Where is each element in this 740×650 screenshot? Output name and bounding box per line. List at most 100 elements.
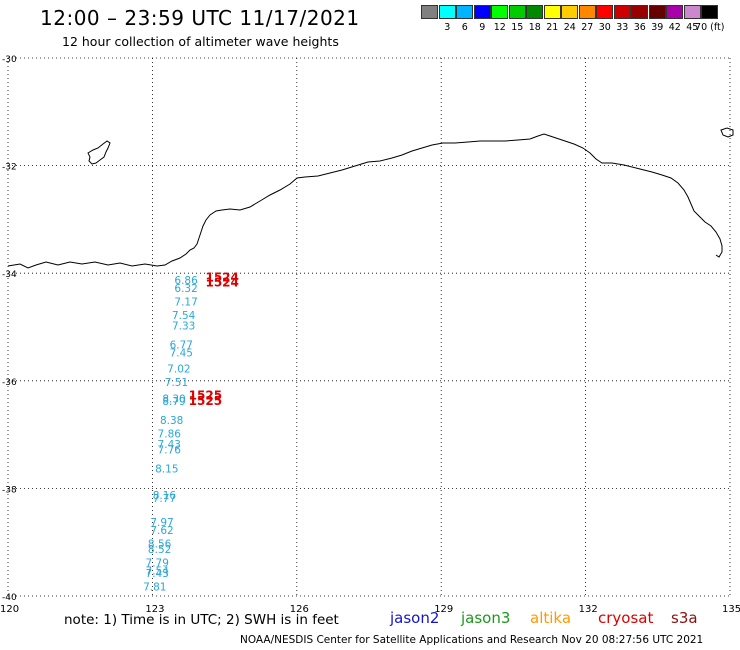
jason3-wave-height-label: 7.43 [146, 568, 169, 580]
color-scale-bin: 12 [491, 5, 509, 33]
color-swatch [473, 5, 491, 19]
jason3-wave-height-label: 7.33 [172, 321, 195, 333]
color-scale-label: 70 (ft) [695, 22, 725, 33]
jason3-wave-height-label: 7.76 [158, 444, 182, 456]
jason3-wave-height-label: 7.43 [158, 439, 181, 451]
color-scale-label: 42 [668, 22, 681, 33]
jason3-wave-height-label: 7.17 [174, 296, 197, 308]
color-scale-label: 27 [581, 22, 594, 33]
color-swatch [648, 5, 666, 19]
color-swatch [666, 5, 684, 19]
color-swatch [683, 5, 701, 19]
jason3-wave-height-label: 8.56 [148, 539, 172, 551]
longitude-tick-label: 120 [0, 604, 19, 615]
latitude-tick-label: -38 [2, 485, 17, 495]
longitude-tick-label: 126 [290, 604, 309, 615]
latitude-tick-label: -32 [2, 163, 17, 173]
jason3-wave-height-label: 7.81 [143, 582, 166, 594]
jason3-wave-height-label: 7.62 [150, 525, 173, 537]
cryosat-wave-height-label: 1525 [189, 394, 222, 408]
color-swatch [701, 5, 719, 19]
color-swatch [526, 5, 544, 19]
color-swatch [613, 5, 631, 19]
color-swatch [421, 5, 439, 19]
jason3-wave-height-label: 6.77 [170, 340, 193, 352]
color-scale-label: 9 [479, 22, 486, 33]
color-scale-label: 39 [651, 22, 664, 33]
wave-height-color-scale: 3 6 9 12 15 18 21 24 27 30 33 36 39 42 45 70 (ft) [421, 5, 724, 33]
longitude-tick-label: 123 [145, 604, 164, 615]
map-title: 12:00 – 23:59 UTC 11/17/2021 [40, 6, 360, 30]
coastline [7, 133, 723, 269]
credit-text: NOAA/NESDIS Center for Satellite Applica… [240, 634, 704, 646]
color-scale-bin: 21 [543, 5, 562, 33]
color-scale-label: 21 [546, 22, 559, 33]
latitude-tick-label: -34 [2, 270, 17, 280]
jason3-wave-height-label: 8.15 [155, 463, 178, 475]
cryosat-wave-height-label: 1524 [205, 270, 238, 284]
color-swatch [561, 5, 579, 19]
color-scale-bin: 42 [666, 5, 684, 33]
data-marks: 6.866.327.177.547.336.777.457.027.518.30… [143, 270, 239, 593]
longitude-tick-label: 129 [434, 604, 453, 615]
jason3-wave-height-label: 8.38 [160, 415, 183, 427]
color-swatch [456, 5, 474, 19]
legend-s3a: s3a [671, 609, 698, 627]
jason3-wave-height-label: 6.86 [174, 275, 198, 287]
jason3-wave-height-label: 8.16 [153, 490, 177, 502]
color-scale-label: 30 [598, 22, 611, 33]
color-scale-label: 3 [444, 22, 451, 33]
jason3-wave-height-label: 7.86 [158, 428, 182, 440]
color-scale-bin: 30 [596, 5, 614, 33]
map-subtitle: 12 hour collection of altimeter wave hei… [62, 34, 339, 49]
color-scale-bin: 18 [526, 5, 544, 33]
legend-altika: altika [530, 609, 572, 627]
color-scale-bin: 45 [683, 5, 702, 33]
color-scale-bin: 15 [508, 5, 527, 33]
color-scale-label: 12 [493, 22, 506, 33]
jason3-wave-height-label: 7.45 [170, 348, 193, 360]
color-swatch [596, 5, 614, 19]
color-swatch [491, 5, 509, 19]
island-outline [720, 127, 734, 138]
legend-cryosat: cryosat [598, 609, 654, 627]
color-scale-bin: 27 [578, 5, 597, 33]
jason3-wave-height-label: 8.30 [162, 393, 185, 405]
legend-jason3: jason3 [461, 609, 511, 627]
jason3-wave-height-label: 7.54 [146, 565, 170, 577]
jason3-wave-height-label: 7.54 [172, 310, 196, 322]
color-scale-label: 18 [528, 22, 541, 33]
color-scale-bin: 39 [648, 5, 667, 33]
color-scale-bin: 3 [438, 5, 457, 33]
latitude-tick-label: -30 [2, 55, 17, 65]
longitude-tick-label: 135 [722, 604, 740, 615]
color-scale-bin: 9 [473, 5, 492, 33]
color-scale-bin: 70 (ft) [695, 5, 724, 33]
color-scale-label: 24 [563, 22, 576, 33]
color-scale-bin: 36 [631, 5, 649, 33]
jason3-wave-height-label: 7.97 [150, 517, 173, 529]
color-swatch [578, 5, 596, 19]
jason3-wave-height-label: 7.51 [165, 377, 188, 389]
color-scale-bin: 6 [456, 5, 474, 33]
color-scale-bin [421, 5, 439, 33]
cryosat-wave-height-label: 1524 [205, 276, 238, 290]
color-scale-label: 33 [616, 22, 629, 33]
color-scale-label: 45 [686, 22, 699, 33]
jason3-wave-height-label: 7.02 [167, 364, 190, 376]
color-swatch [438, 5, 456, 19]
jason3-wave-height-label: 7.77 [153, 493, 176, 505]
latitude-tick-label: -40 [2, 593, 17, 603]
jason3-wave-height-label: 6.32 [174, 283, 197, 295]
color-scale-bin: 24 [561, 5, 579, 33]
jason3-wave-height-label: 7.79 [146, 557, 169, 569]
cryosat-wave-height-label: 1525 [189, 389, 222, 403]
color-swatch [508, 5, 526, 19]
color-scale-label: 15 [511, 22, 524, 33]
jason3-wave-height-label: 8.79 [162, 396, 185, 408]
color-swatch [543, 5, 561, 19]
color-swatch [631, 5, 649, 19]
lat-lon-grid: 120 123 126 129 132 135 -30 -32 -34 -36 -38 -40 [0, 55, 740, 615]
latitude-tick-label: -36 [2, 378, 17, 388]
